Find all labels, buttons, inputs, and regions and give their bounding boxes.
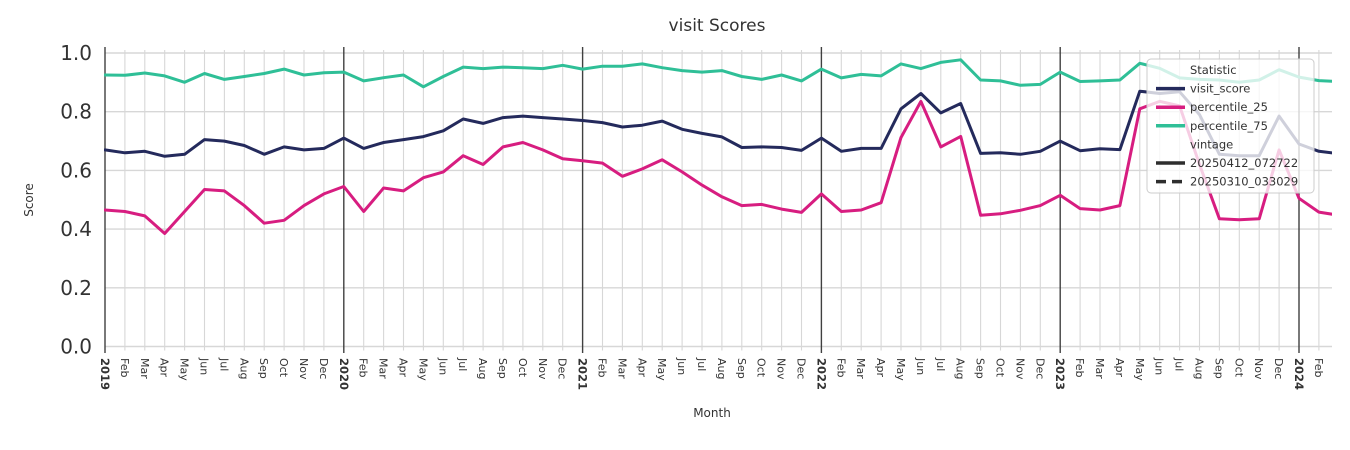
series-line-visit_score	[104, 89, 1332, 158]
x-tick-label: 2021	[576, 358, 590, 390]
x-tick-label: Jul	[217, 357, 230, 371]
x-tick-label: Oct	[1232, 358, 1245, 378]
x-tick-label: Apr	[397, 358, 410, 378]
x-tick-label: Jun	[436, 357, 449, 375]
x-tick-label: Feb	[596, 358, 609, 377]
x-tick-label: Nov	[297, 358, 310, 380]
x-tick-label: Apr	[1113, 358, 1126, 378]
series-line-percentile_75	[104, 58, 1332, 89]
x-tick-label: Mar	[615, 358, 628, 379]
x-tick-label: Feb	[1073, 358, 1086, 377]
x-tick-label: Apr	[874, 358, 887, 378]
x-tick-label: Feb	[1312, 358, 1325, 377]
x-tick-label: Dec	[556, 358, 569, 379]
y-axis-label: Score	[22, 183, 36, 217]
x-tick-label: Feb	[834, 358, 847, 377]
x-tick-label: May	[416, 358, 429, 381]
x-tick-label: May	[894, 358, 907, 381]
x-tick-label: Apr	[635, 358, 648, 378]
x-tick-label: Sep	[735, 358, 748, 379]
x-tick-label: Jun	[675, 357, 688, 375]
x-tick-label: 2024	[1292, 358, 1306, 390]
legend-vintage-dashed-label: 20250310_033029	[1190, 175, 1298, 189]
x-tick-label: Dec	[1033, 358, 1046, 379]
x-tick-label: Nov	[536, 358, 549, 380]
x-tick-label: Apr	[158, 358, 171, 378]
x-tick-labels: 2019 Feb Mar Apr May Jun Jul Aug Sep Oct Nov Dec 202…	[98, 357, 1325, 390]
y-tick-label: 1.0	[60, 41, 92, 65]
x-tick-label: Feb	[357, 358, 370, 377]
x-tick-label: Jun	[198, 357, 211, 375]
x-tick-label: Jul	[695, 357, 708, 371]
series-lines	[104, 58, 1332, 235]
x-tick-label: May	[178, 358, 191, 381]
x-tick-label: 2022	[814, 358, 828, 390]
y-tick-label: 0.8	[60, 100, 92, 124]
x-tick-label: Oct	[277, 358, 290, 378]
x-tick-label: Dec	[1272, 358, 1285, 379]
x-tick-label: Aug	[954, 358, 967, 379]
x-tick-label: Jul	[934, 357, 947, 371]
x-tick-label: Oct	[994, 358, 1007, 378]
x-tick-label: May	[655, 358, 668, 381]
x-tick-label: Jul	[1173, 357, 1186, 371]
legend: Statistic visit_score percentile_25percent…	[1146, 58, 1315, 194]
series-line-percentile_25	[104, 99, 1332, 235]
x-tick-label: Oct	[516, 358, 529, 378]
x-tick-label: 2019	[98, 358, 112, 390]
x-tick-label: Oct	[755, 358, 768, 378]
x-tick-label: Dec	[795, 358, 808, 379]
x-tick-label: Mar	[377, 358, 390, 379]
x-tick-label: Nov	[1013, 358, 1026, 380]
x-tick-label: Sep	[496, 358, 509, 379]
x-tick-label: Nov	[1252, 358, 1265, 380]
y-tick-label: 0.4	[60, 217, 92, 241]
legend-entry-visit_score-label: visit_score	[1190, 82, 1250, 96]
x-tick-label: Mar	[138, 358, 151, 379]
legend-entry-percentile_75-label: percentile_75	[1190, 119, 1268, 133]
x-tick-label: May	[1133, 358, 1146, 381]
legend-title: Statistic	[1190, 63, 1237, 77]
year-separators	[104, 47, 1300, 353]
y-tick-labels: 0.0 0.2 0.4 0.6 0.8 1.0	[60, 41, 92, 359]
h-gridlines	[105, 52, 1332, 348]
x-tick-label: Jun	[914, 357, 927, 375]
legend-box	[1146, 58, 1315, 194]
x-tick-label: Jun	[1153, 357, 1166, 375]
x-tick-label: Sep	[257, 358, 270, 379]
legend-vintage-title: vintage	[1190, 137, 1233, 151]
x-axis-label: Month	[693, 406, 731, 420]
x-tick-label: Aug	[476, 358, 489, 379]
y-tick-label: 0.2	[60, 276, 92, 300]
x-tick-label: Jul	[456, 357, 469, 371]
x-tick-label: Mar	[854, 358, 867, 379]
x-tick-label: Feb	[118, 358, 131, 377]
chart-title: visit Scores	[669, 16, 766, 36]
x-tick-label: 2020	[337, 358, 351, 390]
x-tick-label: Dec	[317, 358, 330, 379]
legend-entry-percentile_25-label: percentile_25	[1190, 100, 1268, 114]
x-tick-label: Sep	[974, 358, 987, 379]
x-tick-label: Mar	[1093, 358, 1106, 379]
legend-vintage-solid-label: 20250412_072722	[1190, 156, 1298, 170]
y-tick-label: 0.6	[60, 158, 92, 182]
x-tick-label: Aug	[1193, 358, 1206, 379]
x-tick-label: Nov	[775, 358, 788, 380]
x-tick-label: Aug	[237, 358, 250, 379]
y-tick-label: 0.0	[60, 335, 92, 359]
x-tick-label: 2023	[1053, 358, 1067, 390]
x-tick-label: Aug	[715, 358, 728, 379]
x-tick-label: Sep	[1212, 358, 1225, 379]
